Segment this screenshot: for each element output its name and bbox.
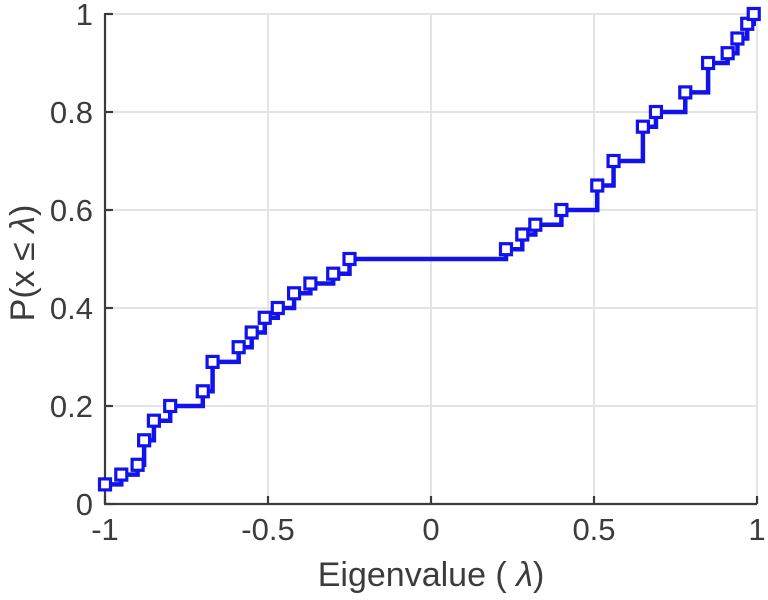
data-point-marker bbox=[635, 119, 651, 134]
data-point-marker bbox=[590, 178, 605, 193]
marker-group bbox=[97, 6, 761, 492]
data-point-marker bbox=[114, 467, 129, 482]
data-point-marker bbox=[342, 251, 357, 267]
data-point-marker bbox=[498, 242, 514, 257]
data-point-marker bbox=[303, 276, 318, 291]
data-point-marker bbox=[515, 227, 530, 242]
x-tick-label: 0.5 bbox=[572, 512, 615, 547]
data-point-marker bbox=[195, 384, 210, 399]
data-point-marker bbox=[326, 266, 341, 281]
data-point-marker bbox=[270, 300, 285, 316]
x-tick-label: -0.5 bbox=[241, 512, 294, 547]
data-point-marker bbox=[205, 354, 220, 369]
data-point-marker bbox=[286, 286, 302, 301]
data-point-marker bbox=[137, 433, 152, 448]
data-point-marker bbox=[257, 310, 272, 325]
data-point-marker bbox=[730, 31, 745, 46]
data-point-marker bbox=[720, 46, 735, 61]
data-point-marker bbox=[130, 457, 145, 472]
x-tick-label: -1 bbox=[91, 512, 119, 547]
data-point-marker bbox=[746, 6, 761, 22]
data-point-marker bbox=[678, 85, 693, 100]
data-point-marker bbox=[244, 325, 259, 340]
data-point-marker bbox=[648, 104, 664, 120]
y-axis-label: P(x ≤ λ) bbox=[4, 205, 42, 322]
y-tick-label: 0.6 bbox=[50, 193, 93, 228]
y-tick-label: 1 bbox=[76, 0, 93, 32]
x-tick-label: 0 bbox=[422, 512, 439, 547]
data-point-marker bbox=[231, 340, 246, 355]
grid-group bbox=[105, 13, 758, 504]
data-point-marker bbox=[554, 202, 569, 218]
y-tick-label: 0.8 bbox=[50, 95, 93, 130]
data-point-marker bbox=[146, 413, 161, 428]
data-point-marker bbox=[528, 217, 543, 232]
x-tick-label: 1 bbox=[748, 512, 765, 547]
data-point-marker bbox=[97, 477, 113, 492]
axes-group bbox=[103, 12, 759, 506]
y-tick-label: 0.2 bbox=[50, 389, 93, 424]
data-point-marker bbox=[606, 153, 621, 169]
data-point-marker bbox=[163, 398, 178, 414]
y-tick-label: 0 bbox=[76, 487, 93, 522]
x-axis-label: Eigenvalue ( λ) bbox=[318, 556, 545, 594]
y-tick-label: 0.4 bbox=[50, 291, 93, 326]
tick-label-group: -1 -0.5 0 0.5 1 0 0.2 0.4 0.6 0.8 1 bbox=[50, 0, 766, 547]
data-point-marker bbox=[700, 55, 716, 71]
